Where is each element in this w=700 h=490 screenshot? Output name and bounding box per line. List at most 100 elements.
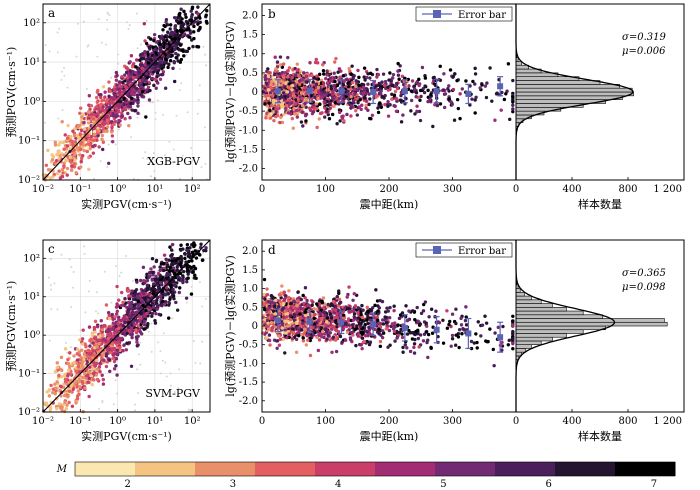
- data-point: [102, 323, 107, 328]
- data-point: [135, 58, 139, 62]
- data-point: [53, 392, 57, 396]
- data-point: [129, 300, 134, 305]
- data-point: [356, 68, 360, 73]
- data-point: [172, 79, 177, 84]
- data-point: [101, 125, 105, 129]
- background-dot: [83, 252, 86, 255]
- data-point: [271, 93, 275, 98]
- data-point: [81, 154, 85, 158]
- data-point: [61, 140, 65, 145]
- data-point: [63, 347, 68, 351]
- data-point: [286, 55, 290, 60]
- background-dot: [150, 322, 153, 325]
- background-dot: [151, 101, 154, 104]
- data-point: [451, 87, 456, 92]
- background-dot: [171, 317, 174, 320]
- background-dot: [107, 143, 110, 146]
- data-point: [110, 139, 115, 144]
- data-point: [115, 340, 120, 345]
- data-point: [353, 91, 357, 96]
- data-point: [374, 95, 378, 99]
- data-point: [293, 73, 298, 77]
- data-point: [160, 36, 164, 40]
- data-point: [174, 258, 178, 263]
- data-point: [112, 359, 117, 364]
- data-point: [54, 159, 59, 163]
- data-point: [354, 343, 358, 348]
- data-point: [71, 143, 75, 147]
- data-point: [293, 102, 298, 106]
- data-point: [174, 51, 178, 56]
- data-point: [299, 120, 304, 124]
- data-point: [395, 86, 400, 91]
- data-point: [353, 87, 357, 92]
- data-point: [441, 88, 446, 92]
- background-dot: [93, 177, 96, 180]
- data-point: [448, 68, 453, 72]
- data-point: [68, 155, 73, 159]
- data-point: [146, 85, 151, 89]
- background-dot: [88, 279, 91, 282]
- data-point: [483, 84, 488, 88]
- x-tick-label: 400: [562, 184, 581, 195]
- data-point: [331, 96, 335, 101]
- data-point: [59, 355, 64, 360]
- data-point: [94, 373, 99, 377]
- background-dot: [63, 66, 66, 69]
- data-point: [275, 60, 280, 64]
- data-point: [493, 331, 497, 335]
- data-point: [152, 55, 156, 59]
- background-dot: [85, 87, 88, 90]
- data-point: [480, 83, 484, 87]
- data-point: [185, 242, 190, 247]
- data-point: [45, 390, 49, 394]
- data-point: [148, 274, 152, 278]
- data-point: [74, 370, 78, 374]
- data-point: [110, 312, 114, 317]
- x-axis-label: 样本数量: [578, 197, 622, 211]
- data-point: [321, 81, 326, 85]
- data-point: [97, 129, 101, 133]
- data-point: [120, 75, 124, 79]
- background-dot: [153, 170, 156, 173]
- data-point: [186, 272, 190, 276]
- data-point: [291, 126, 295, 130]
- data-point: [134, 328, 138, 332]
- background-dot: [66, 351, 69, 354]
- data-point: [183, 256, 187, 261]
- data-point: [302, 71, 306, 75]
- data-point: [349, 72, 353, 76]
- data-point: [132, 323, 136, 327]
- data-point: [263, 102, 267, 106]
- data-point: [88, 107, 92, 112]
- data-point: [412, 87, 417, 91]
- data-point: [197, 252, 202, 257]
- data-point: [80, 115, 84, 119]
- error-bar-mean: [401, 88, 408, 95]
- data-point: [153, 287, 157, 292]
- data-point: [110, 125, 114, 130]
- data-point: [105, 329, 109, 333]
- data-point: [473, 66, 477, 71]
- data-point: [335, 122, 339, 126]
- data-point: [151, 305, 156, 310]
- data-point: [426, 355, 430, 360]
- data-point: [267, 338, 272, 343]
- background-dot: [120, 271, 123, 274]
- data-point: [168, 265, 172, 270]
- data-point: [76, 347, 80, 351]
- data-point: [381, 72, 386, 76]
- data-point: [320, 95, 325, 99]
- y-tick-label: 1.0: [242, 49, 258, 60]
- data-point: [57, 402, 62, 406]
- data-point: [374, 84, 379, 88]
- data-point: [73, 381, 78, 385]
- data-point: [98, 361, 102, 365]
- background-dot: [63, 74, 66, 77]
- data-point: [313, 60, 318, 65]
- background-dot: [72, 286, 75, 289]
- data-point: [396, 73, 401, 77]
- data-point: [412, 342, 417, 346]
- data-point: [376, 106, 380, 110]
- panel-b: 0 100 200 300-2.0-1.5-1.0-0.500.51.01.52.0震…: [223, 3, 517, 211]
